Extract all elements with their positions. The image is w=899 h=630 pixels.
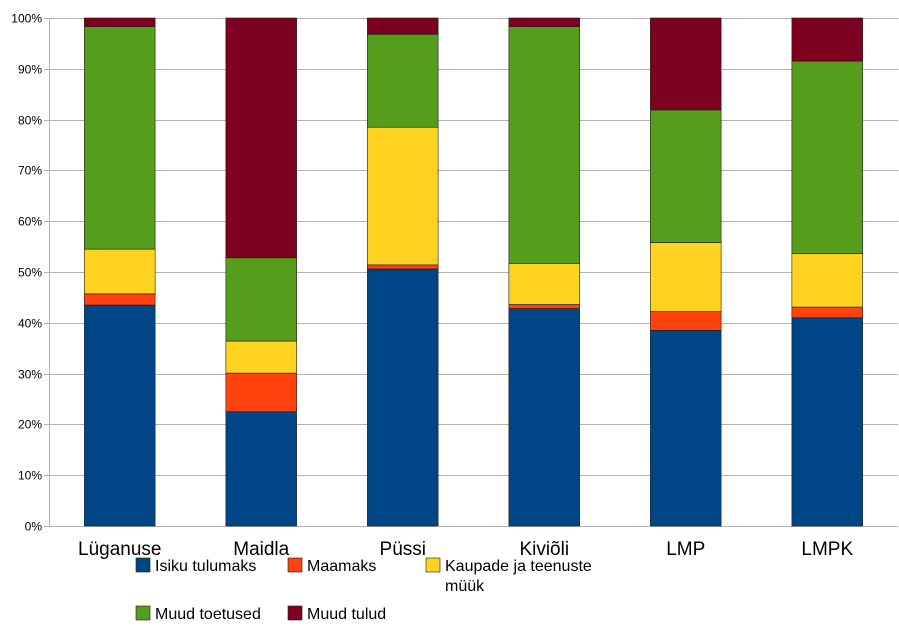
- y-tick-label: 100%: [11, 12, 42, 26]
- bar-segment: [367, 33, 439, 128]
- bar-segment: [225, 257, 297, 342]
- bar-segment: [508, 304, 580, 309]
- legend-swatch: [135, 605, 151, 621]
- x-tick-label: Lüganuse: [78, 539, 161, 560]
- legend-item: Isiku tulumaks: [135, 557, 256, 575]
- y-tick-label: 70%: [18, 164, 42, 178]
- bar-segment: [84, 26, 156, 250]
- bar-segment: [225, 372, 297, 413]
- y-tick-label: 80%: [18, 114, 42, 128]
- y-tick-label: 40%: [18, 317, 42, 331]
- legend-item: Kaupade ja teenuste müük: [425, 557, 592, 595]
- bar-segment: [791, 317, 863, 527]
- y-tick-label: 60%: [18, 215, 42, 229]
- bar-segment: [508, 263, 580, 305]
- x-tick-label: LMP: [666, 539, 705, 560]
- legend-swatch: [425, 557, 441, 573]
- bar-segment: [225, 17, 297, 259]
- bar-segment: [508, 308, 580, 527]
- gridlines: [49, 18, 898, 527]
- legend-swatch: [287, 557, 303, 573]
- bar-segment: [791, 17, 863, 62]
- x-tick-label: Kiviõli: [519, 539, 569, 560]
- bar-segment: [84, 248, 156, 295]
- x-tick-label: LMPK: [801, 539, 853, 560]
- bar-segment: [650, 17, 722, 111]
- y-tick-label: 20%: [18, 418, 42, 432]
- bar-segment: [650, 109, 722, 243]
- bar-segment: [84, 293, 156, 306]
- bar-segment: [650, 311, 722, 331]
- bar-segment: [508, 26, 580, 264]
- bar-segment: [791, 253, 863, 308]
- legend-item: Muud tulud: [287, 605, 386, 623]
- legend-label: Muud tulud: [307, 606, 386, 623]
- bar-segment: [225, 411, 297, 527]
- bar-segment: [791, 60, 863, 255]
- legend-item: Muud toetused: [135, 605, 261, 623]
- legend-label: Kaupade ja teenuste müük: [445, 558, 592, 595]
- bar-segment: [367, 268, 439, 527]
- bar-segment: [225, 340, 297, 374]
- bar-segment: [84, 17, 156, 27]
- bars: [84, 17, 863, 527]
- x-tick-label: Maidla: [233, 539, 289, 560]
- y-tick-label: 50%: [18, 266, 42, 280]
- bar-segment: [650, 242, 722, 312]
- y-tick-label: 10%: [18, 469, 42, 483]
- legend-swatch: [135, 557, 151, 573]
- legend-label: Muud toetused: [155, 606, 261, 623]
- legend-swatch: [287, 605, 303, 621]
- bar-segment: [367, 126, 439, 266]
- legend-label: Isiku tulumaks: [155, 558, 256, 575]
- bar-segment: [508, 17, 580, 27]
- bar-segment: [650, 330, 722, 527]
- bar-segment: [367, 264, 439, 270]
- y-tick-label: 90%: [18, 63, 42, 77]
- bar-segment: [791, 306, 863, 319]
- legend-item: Maamaks: [287, 557, 376, 575]
- legend: Isiku tulumaks Maamaks Kaupade ja teenuste…: [135, 557, 592, 623]
- bar-segment: [367, 17, 439, 35]
- x-tick-label: Püssi: [380, 539, 426, 560]
- axes: 0% 10% 20% 30% 40% 50% 60% 70% 80% 90% 100% Lüganus…: [11, 12, 853, 561]
- bar-segment: [84, 304, 156, 527]
- y-tick-label: 0%: [25, 520, 43, 534]
- legend-label: Maamaks: [307, 558, 376, 575]
- y-tick-label: 30%: [18, 368, 42, 382]
